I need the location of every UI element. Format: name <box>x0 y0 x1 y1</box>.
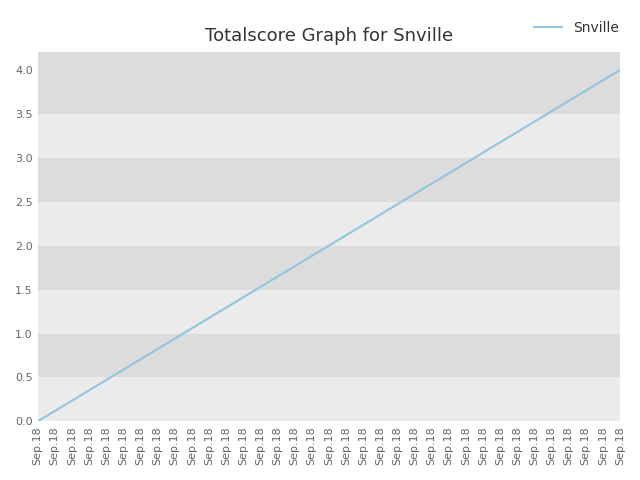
Snville <box>291 264 298 269</box>
Snville <box>102 377 110 383</box>
Snville <box>376 212 384 217</box>
Snville <box>582 88 589 94</box>
Snville <box>599 77 607 83</box>
Snville <box>496 140 504 145</box>
Snville <box>359 222 367 228</box>
Bar <box>38 52 620 70</box>
Line: Snville: Snville <box>38 70 620 421</box>
Snville <box>257 284 264 290</box>
Snville <box>51 408 59 414</box>
Bar <box>38 289 620 334</box>
Snville <box>428 181 435 187</box>
Snville <box>188 325 196 331</box>
Bar <box>38 202 620 246</box>
Snville <box>462 160 470 166</box>
Snville <box>205 315 212 321</box>
Snville <box>136 357 144 362</box>
Snville <box>564 98 572 104</box>
Bar <box>38 334 620 377</box>
Title: Totalscore Graph for Snville: Totalscore Graph for Snville <box>205 27 453 45</box>
Snville <box>531 119 538 124</box>
Snville <box>222 305 230 311</box>
Snville <box>342 232 350 238</box>
Snville <box>308 253 316 259</box>
Bar <box>38 70 620 114</box>
Bar <box>38 158 620 202</box>
Snville <box>34 419 42 424</box>
Bar <box>38 377 620 421</box>
Snville <box>239 295 247 300</box>
Snville <box>85 387 93 393</box>
Bar <box>38 114 620 158</box>
Snville <box>411 191 419 197</box>
Snville <box>325 243 333 249</box>
Snville <box>513 129 521 135</box>
Snville <box>394 202 401 207</box>
Snville <box>273 274 281 279</box>
Snville <box>479 150 487 156</box>
Snville <box>548 108 556 114</box>
Snville <box>120 367 127 372</box>
Bar <box>38 246 620 289</box>
Snville <box>171 336 179 342</box>
Snville <box>154 346 161 352</box>
Snville <box>616 67 624 73</box>
Snville <box>445 170 452 176</box>
Legend: Snville: Snville <box>529 15 625 40</box>
Snville <box>68 398 76 404</box>
